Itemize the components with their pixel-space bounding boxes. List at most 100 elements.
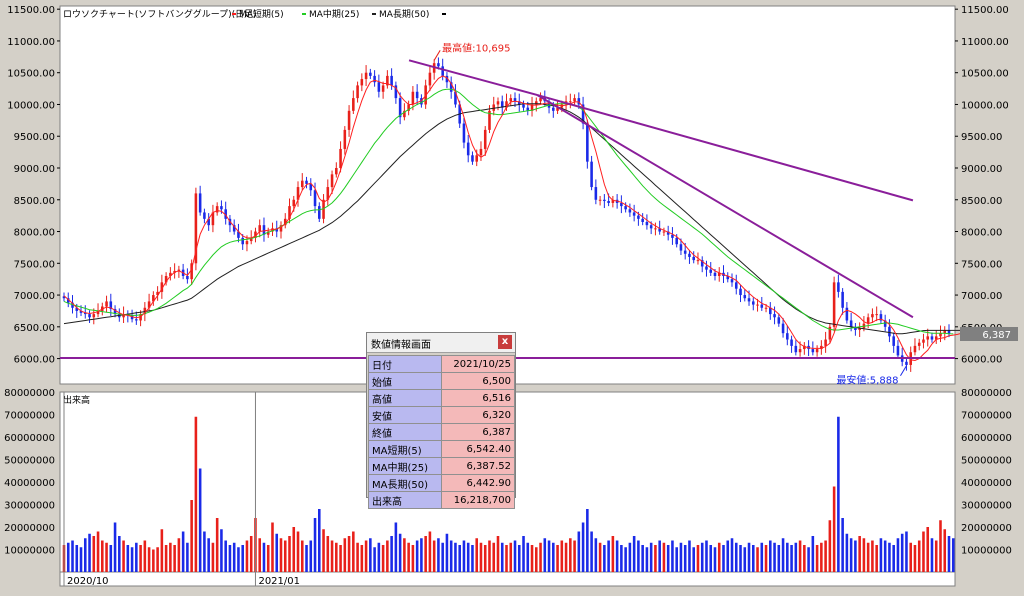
- info-panel[interactable]: 数値情報画面 x 日付 2021/10/25 始値 6,500 高値 6,516 安値…: [366, 332, 516, 509]
- info-value: 6,387.52: [441, 457, 515, 475]
- volume-bar: [845, 533, 849, 572]
- price-tick-label-right: 8500.00: [961, 196, 1002, 207]
- candle-body: [628, 209, 632, 213]
- candle-body: [794, 345, 798, 353]
- volume-bar: [113, 522, 117, 572]
- info-label: 終値: [368, 423, 442, 441]
- candle-body: [428, 72, 432, 86]
- candle-body: [734, 282, 738, 289]
- volume-bar: [398, 533, 402, 572]
- volume-bar: [509, 542, 513, 572]
- volume-bar: [177, 538, 181, 572]
- candle-body: [658, 228, 661, 232]
- volume-bar: [598, 542, 602, 572]
- volume-bar: [798, 540, 802, 572]
- price-tick-label-left: 9500.00: [14, 132, 55, 143]
- candle-body: [283, 218, 287, 226]
- info-panel-titlebar[interactable]: 数値情報画面 x: [367, 333, 515, 353]
- volume-bar: [832, 486, 836, 572]
- candle-body: [569, 101, 572, 103]
- candle-body: [517, 101, 521, 105]
- candle-body: [769, 307, 772, 315]
- volume-bar: [420, 538, 423, 572]
- candle-body: [692, 256, 695, 261]
- volume-bar: [858, 536, 861, 572]
- volume-bar: [743, 547, 747, 572]
- candle-body: [71, 302, 74, 308]
- volume-bar: [335, 542, 338, 572]
- price-tick-label-right: 9000.00: [961, 164, 1002, 175]
- info-label: MA長期(50): [368, 474, 442, 492]
- info-row: MA長期(50) 6,442.90: [368, 474, 515, 492]
- candle-body: [156, 291, 159, 296]
- candle-body: [739, 288, 742, 296]
- volume-bar: [407, 542, 410, 572]
- candle-body: [688, 253, 691, 257]
- candle-body: [879, 314, 883, 321]
- volume-bar: [534, 547, 538, 572]
- candle-body: [352, 98, 355, 111]
- volume-bar: [786, 542, 789, 572]
- volume-bar: [943, 529, 947, 572]
- candle-body: [318, 206, 321, 219]
- volume-bar: [445, 533, 449, 572]
- volume-bar: [360, 545, 364, 572]
- volume-tick-label-left: 70000000: [4, 411, 55, 422]
- volume-bar: [747, 542, 751, 572]
- volume-bar: [258, 538, 262, 572]
- volume-legend: 出来高: [63, 394, 90, 406]
- volume-bar: [343, 538, 347, 572]
- price-legend-item: MA中期(25): [309, 8, 359, 20]
- info-row: MA短期(5) 6,542.40: [368, 440, 515, 458]
- candle-body: [777, 317, 781, 324]
- volume-bar: [492, 542, 496, 572]
- volume-bar: [143, 540, 147, 572]
- info-table: 日付 2021/10/25 始値 6,500 高値 6,516 安値 6,320 終値 6…: [368, 355, 515, 509]
- volume-bar: [803, 545, 806, 572]
- candle-body: [590, 161, 593, 188]
- candle-body: [577, 98, 581, 105]
- candle-body: [824, 339, 827, 346]
- volume-bar: [224, 540, 227, 572]
- price-tick-label-left: 6000.00: [14, 355, 55, 366]
- volume-bar: [705, 540, 708, 572]
- volume-bar: [683, 545, 687, 572]
- volume-bar: [790, 545, 793, 572]
- trendline: [536, 94, 914, 319]
- candle-body: [479, 148, 483, 156]
- candle-body: [573, 98, 576, 102]
- volume-bar: [530, 545, 534, 572]
- candle-body: [164, 276, 168, 283]
- candle-body: [483, 129, 487, 149]
- candle-body: [649, 225, 653, 229]
- volume-bar: [186, 542, 189, 572]
- volume-tick-label-right: 70000000: [961, 411, 1012, 422]
- candle-body: [92, 314, 96, 318]
- volume-bar: [517, 545, 521, 572]
- volume-bar: [339, 545, 342, 572]
- volume-bar: [837, 416, 840, 572]
- candle-body: [492, 104, 496, 111]
- candle-body: [820, 345, 823, 350]
- volume-bar: [300, 540, 304, 572]
- candle-body: [190, 263, 193, 280]
- volume-bar: [135, 542, 138, 572]
- candle-body: [811, 349, 815, 353]
- candle-body: [849, 320, 853, 327]
- volume-bar: [475, 538, 479, 572]
- volume-bar: [232, 542, 236, 572]
- volume-bar: [75, 545, 79, 572]
- close-icon[interactable]: x: [498, 335, 512, 349]
- candle-body: [415, 91, 419, 99]
- info-row: 高値 6,516: [368, 389, 515, 407]
- candle-body: [526, 107, 530, 111]
- price-legend-item: ロウソクチャート(ソフトバンググループ)(日足): [63, 8, 257, 20]
- info-value: 16,218,700: [441, 491, 515, 509]
- volume-bar: [79, 547, 83, 572]
- volume-bar: [347, 536, 351, 572]
- volume-bar: [662, 542, 666, 572]
- candle-body: [207, 218, 210, 226]
- trendline: [536, 93, 914, 202]
- candle-body: [169, 272, 172, 276]
- candle-body: [194, 193, 198, 264]
